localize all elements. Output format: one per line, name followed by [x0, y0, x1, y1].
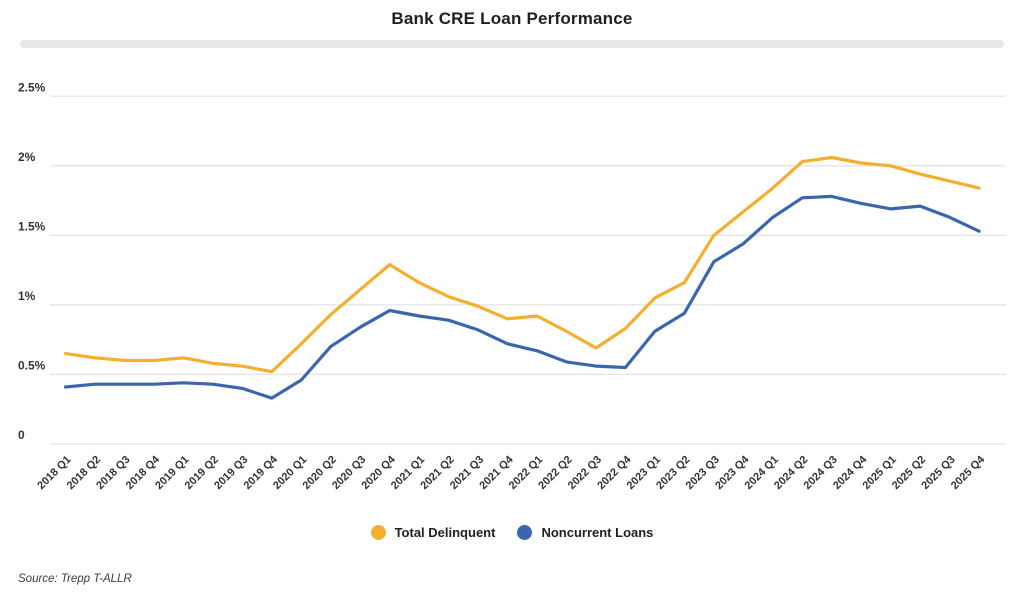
legend-label-total-delinquent: Total Delinquent: [394, 524, 496, 540]
noncurrent-loans-swatch-icon: [517, 524, 533, 540]
legend-item-total-delinquent[interactable]: Total Delinquent: [370, 524, 496, 540]
source-note: Source: Trepp T-ALLR: [18, 573, 132, 585]
y-axis-tick-label: 2.5%: [18, 80, 46, 94]
y-axis-tick-label: 1.5%: [18, 219, 46, 233]
top-divider-bar: [20, 40, 1004, 48]
series-line-total-delinquent: [63, 155, 981, 374]
series-line-noncurrent-loans: [63, 194, 981, 400]
total-delinquent-swatch-icon: [370, 524, 386, 540]
chart-title: Bank CRE Loan Performance: [391, 9, 633, 28]
x-axis-tick-label: 2025 Q4: [949, 453, 988, 492]
legend: Total Delinquent Noncurrent Loans: [0, 520, 1024, 544]
y-axis-tick-label: 2%: [18, 150, 36, 164]
legend-item-noncurrent-loans[interactable]: Noncurrent Loans: [517, 524, 654, 540]
y-axis-tick-label: 0: [18, 428, 25, 442]
y-axis-tick-label: 0.5%: [18, 358, 46, 372]
y-axis-tick-label: 1%: [18, 289, 36, 303]
legend-label-noncurrent-loans: Noncurrent Loans: [541, 524, 654, 540]
